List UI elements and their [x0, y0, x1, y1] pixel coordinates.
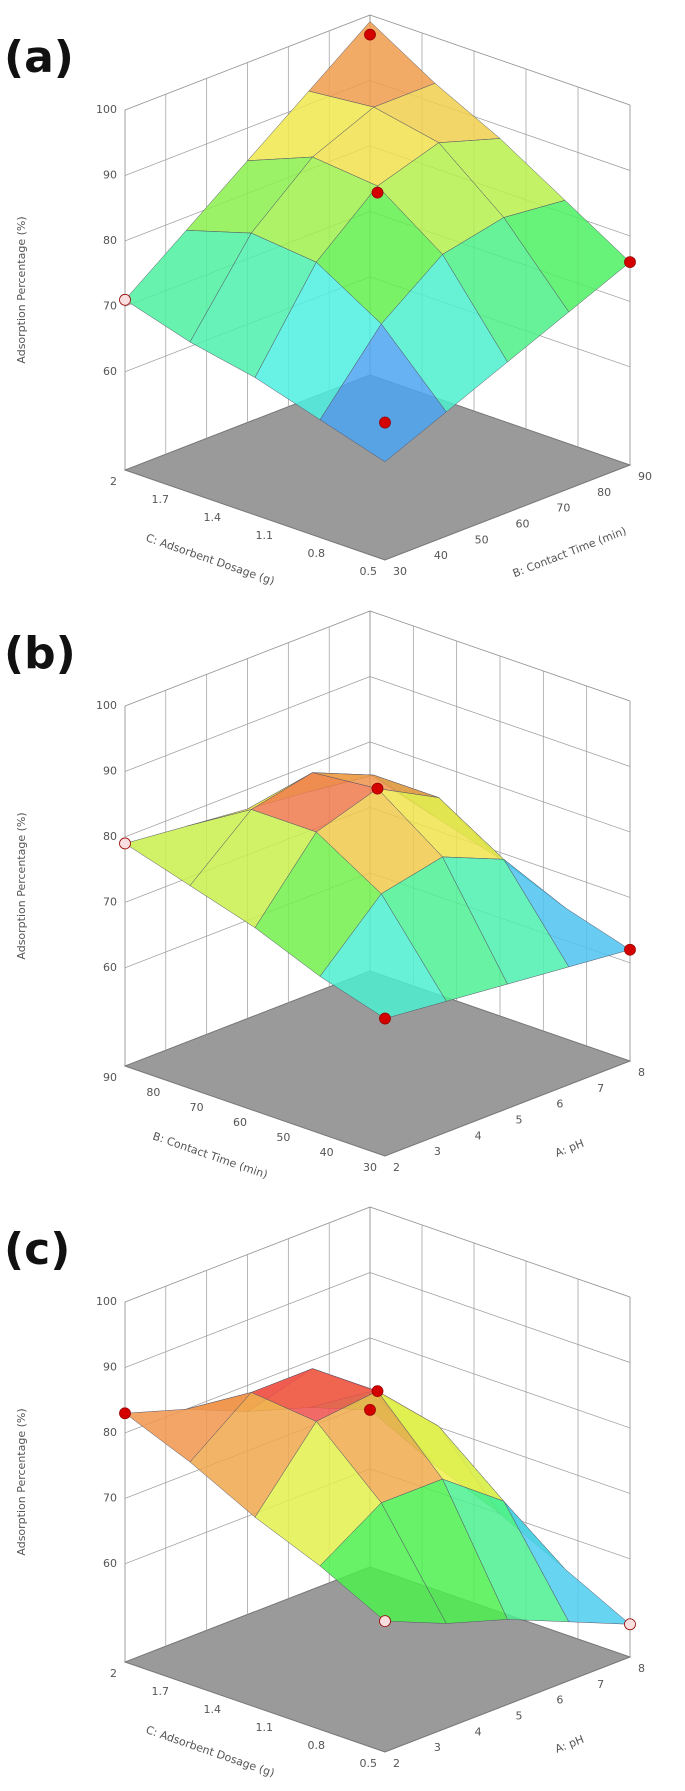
y-tick-label: 50: [475, 533, 489, 546]
z-tick-label: 60: [103, 961, 117, 974]
z-grid-line: [124, 1206, 631, 1303]
design-point: [379, 416, 391, 429]
x-tick-label: 0.5: [360, 565, 378, 578]
z-tick-label: 90: [103, 1360, 117, 1373]
y-tick-label: 80: [597, 486, 611, 499]
panel: 60 70 80 90 100 30 40 50 60 70 80 90 2 3 4 5 6 7 8 B: Conta…: [4, 610, 645, 1182]
y-tick-label: 4: [475, 1725, 482, 1738]
y-tick-label: 70: [556, 502, 570, 515]
x-tick-label: 0.5: [360, 1757, 378, 1770]
x-tick-label: 50: [276, 1131, 290, 1144]
z-tick-label: 90: [103, 168, 117, 181]
y-tick-label: 40: [434, 549, 448, 562]
x-tick-label: 0.8: [308, 547, 326, 560]
x-tick-label: 1.1: [256, 1721, 274, 1734]
z-tick-label: 70: [103, 1491, 117, 1504]
y-tick-label: 5: [516, 1114, 523, 1127]
y-tick-label: 60: [516, 518, 530, 531]
z-tick-label: 100: [96, 103, 117, 116]
y-tick-label: 7: [597, 1082, 604, 1095]
design-point: [624, 943, 636, 956]
y-tick-label: 8: [638, 1066, 645, 1079]
y-tick-label: 2: [393, 1757, 400, 1770]
design-point: [379, 1012, 391, 1025]
x-tick-label: 30: [363, 1161, 377, 1174]
z-tick-label: 60: [103, 365, 117, 378]
design-point: [379, 1615, 391, 1627]
x-tick-label: 40: [320, 1146, 334, 1159]
z-grid-line: [124, 610, 631, 707]
y-tick-label: 3: [434, 1741, 441, 1754]
surface-patch: [319, 1502, 447, 1624]
z-tick-label: 60: [103, 1557, 117, 1570]
surface-patch: [319, 323, 447, 463]
y-tick-label: 3: [434, 1145, 441, 1158]
panel-label: (b): [4, 628, 76, 679]
x-tick-label: 60: [233, 1116, 247, 1129]
z-axis-title: Adsorption Percentage (%): [15, 1408, 28, 1555]
design-point: [371, 186, 384, 199]
y-axis-title: B: Contact Time (min): [511, 524, 628, 580]
design-point: [364, 1404, 376, 1416]
surface-patch: [319, 893, 447, 1019]
x-tick-label: 1.4: [204, 511, 222, 524]
x-tick-label: 1.7: [152, 1685, 170, 1698]
design-point: [624, 1618, 636, 1631]
x-tick-label: 2: [110, 475, 117, 488]
design-point: [119, 293, 131, 306]
z-tick-label: 70: [103, 895, 117, 908]
y-tick-label: 90: [638, 470, 652, 483]
y-tick-label: 30: [393, 565, 407, 578]
z-tick-label: 100: [96, 1295, 117, 1308]
x-axis-title: B: Contact Time (min): [151, 1130, 269, 1182]
z-tick-label: 80: [103, 1426, 117, 1439]
panel: 60 70 80 90 100 0.5 0.8 1.1 1.4 1.7 2 30 40 50 60 70 80 9…: [4, 14, 652, 588]
z-axis-title: Adsorption Percentage (%): [15, 216, 28, 363]
x-tick-label: 1.7: [152, 493, 170, 506]
y-tick-label: 6: [556, 1694, 563, 1707]
z-tick-label: 100: [96, 699, 117, 712]
x-tick-label: 80: [146, 1086, 160, 1099]
y-tick-label: 6: [556, 1098, 563, 1111]
x-tick-label: 2: [110, 1667, 117, 1680]
z-grid-line: [124, 1272, 631, 1368]
y-tick-label: 2: [393, 1161, 400, 1174]
z-tick-label: 80: [103, 234, 117, 247]
design-point: [624, 256, 636, 268]
z-axis-title: Adsorption Percentage (%): [15, 812, 28, 959]
x-tick-label: 1.4: [204, 1703, 222, 1716]
z-tick-label: 90: [103, 764, 117, 777]
y-tick-label: 4: [475, 1129, 482, 1142]
x-tick-label: 1.1: [256, 529, 274, 542]
y-tick-label: 8: [638, 1662, 645, 1675]
x-tick-label: 0.8: [308, 1739, 326, 1752]
y-axis-title: A: pH: [553, 1137, 585, 1160]
design-point: [364, 28, 376, 41]
x-tick-label: 70: [190, 1101, 204, 1114]
z-tick-label: 80: [103, 830, 117, 843]
x-tick-label: 90: [103, 1071, 117, 1084]
design-point: [371, 1385, 384, 1398]
design-point: [119, 837, 131, 850]
y-tick-label: 5: [516, 1710, 523, 1723]
z-tick-label: 70: [103, 299, 117, 312]
design-point: [371, 782, 384, 795]
panel-label: (c): [4, 1224, 70, 1275]
y-tick-label: 7: [597, 1678, 604, 1691]
panel-label: (a): [4, 32, 74, 83]
design-point: [119, 1407, 131, 1420]
y-axis-title: A: pH: [553, 1733, 585, 1756]
z-grid-line: [124, 676, 631, 772]
